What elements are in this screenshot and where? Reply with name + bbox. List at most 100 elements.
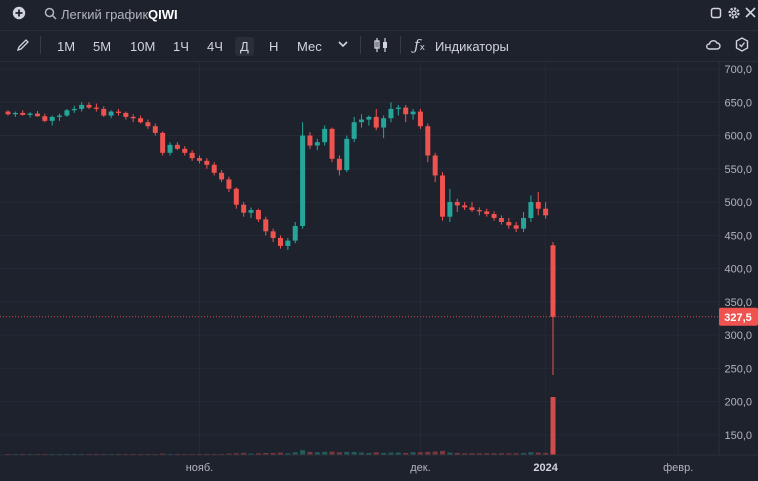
candle	[454, 198, 460, 213]
candle-body	[196, 158, 202, 161]
candle	[20, 110, 26, 116]
candle	[484, 208, 490, 217]
candle	[432, 152, 438, 183]
candle-body	[336, 158, 342, 171]
candle	[233, 187, 239, 209]
toolbar-divider	[40, 36, 41, 54]
candle	[521, 212, 527, 232]
candle	[160, 131, 166, 156]
candle-body	[49, 116, 55, 121]
search-icon[interactable]	[44, 7, 57, 24]
shield-check-icon[interactable]	[735, 37, 749, 56]
price-tick-label: 600,0	[724, 131, 752, 143]
volume-bar	[336, 452, 342, 455]
candle-body	[403, 107, 409, 115]
volume-bar	[454, 452, 460, 455]
volume-bar	[115, 453, 121, 455]
function-icon[interactable]: ƒx	[414, 36, 425, 54]
timeframe-10m[interactable]: 10М	[130, 39, 156, 54]
candle-body	[454, 202, 460, 206]
candle-body	[447, 202, 453, 217]
candle-body	[204, 160, 210, 165]
candle	[351, 116, 357, 143]
volume-bar	[469, 453, 475, 455]
candle-body	[278, 237, 283, 246]
close-icon[interactable]	[744, 6, 757, 23]
candle-body	[248, 210, 254, 213]
candle-body	[381, 118, 387, 128]
candle-body	[410, 111, 416, 115]
candle-body	[64, 110, 70, 116]
candle-body	[138, 118, 144, 123]
candle-body	[130, 116, 136, 119]
chevron-down-icon[interactable]	[337, 38, 349, 54]
candle-body	[145, 122, 151, 127]
indicators-button[interactable]: Индикаторы	[435, 39, 509, 54]
timeframe-5m[interactable]: 5М	[93, 39, 112, 54]
candle	[440, 172, 446, 221]
candle-body	[300, 135, 306, 227]
price-tick-label: 550,0	[724, 164, 752, 176]
search-input[interactable]: Легкий график	[61, 7, 149, 22]
maximize-icon[interactable]	[710, 7, 722, 23]
candle	[528, 195, 534, 223]
candlestick-type-icon[interactable]	[373, 37, 389, 57]
candle	[403, 104, 409, 123]
add-icon[interactable]	[12, 6, 26, 24]
volume-bars	[5, 397, 556, 455]
volume-bar	[513, 453, 519, 455]
candle	[86, 102, 92, 109]
candle-body	[174, 144, 180, 149]
candle	[42, 113, 48, 123]
volume-bar	[528, 452, 534, 455]
candle-body	[12, 112, 18, 115]
time-tick-label: дек.	[410, 462, 430, 474]
candle-body	[366, 116, 372, 120]
timeframe-week[interactable]: Н	[269, 39, 279, 54]
candle	[108, 110, 114, 119]
candle-body	[322, 128, 328, 143]
candle-body	[160, 132, 166, 153]
timeframe-4h[interactable]: 4Ч	[207, 39, 223, 54]
candle-body	[108, 111, 114, 116]
timeframe-1m[interactable]: 1М	[57, 39, 76, 54]
volume-bar	[329, 451, 335, 455]
candle-body	[292, 226, 298, 241]
candle-body	[57, 115, 63, 117]
candle	[27, 112, 33, 118]
price-tick-label: 400,0	[724, 264, 752, 276]
gear-icon[interactable]	[727, 6, 741, 24]
timeframe-day[interactable]: Д	[235, 37, 254, 56]
pencil-icon[interactable]	[16, 38, 30, 56]
cloud-icon[interactable]	[705, 38, 721, 56]
volume-bar	[226, 453, 232, 455]
timeframe-month[interactable]: Мес	[297, 39, 322, 54]
volume-bar	[535, 452, 541, 455]
candle-body	[351, 122, 357, 139]
candle-body	[543, 208, 549, 216]
candle	[93, 103, 99, 112]
last-price-box	[719, 307, 758, 326]
candle	[182, 146, 188, 156]
symbol-name[interactable]: QIWI	[148, 7, 178, 22]
candle	[115, 108, 121, 116]
volume-bar	[204, 453, 210, 455]
candle	[57, 113, 63, 121]
volume-bar	[20, 453, 26, 455]
volume-bar	[366, 452, 372, 455]
price-chart[interactable]: 700,0 650,0 600,0 550,0 500,0 450,0 400,0 350,0…	[0, 61, 758, 481]
volume-bar	[550, 397, 556, 455]
volume-bar	[71, 453, 77, 455]
candle	[498, 215, 504, 225]
volume-bar	[241, 452, 247, 455]
volume-bar	[351, 451, 357, 455]
candle-body	[521, 218, 527, 229]
timeframe-1h[interactable]: 1Ч	[173, 39, 189, 54]
candle	[550, 241, 556, 376]
volume-bar	[476, 453, 482, 455]
candle	[359, 114, 365, 128]
toolbar-divider	[360, 36, 361, 54]
candle	[373, 108, 379, 131]
candle	[196, 155, 202, 164]
volume-bar	[219, 453, 225, 455]
